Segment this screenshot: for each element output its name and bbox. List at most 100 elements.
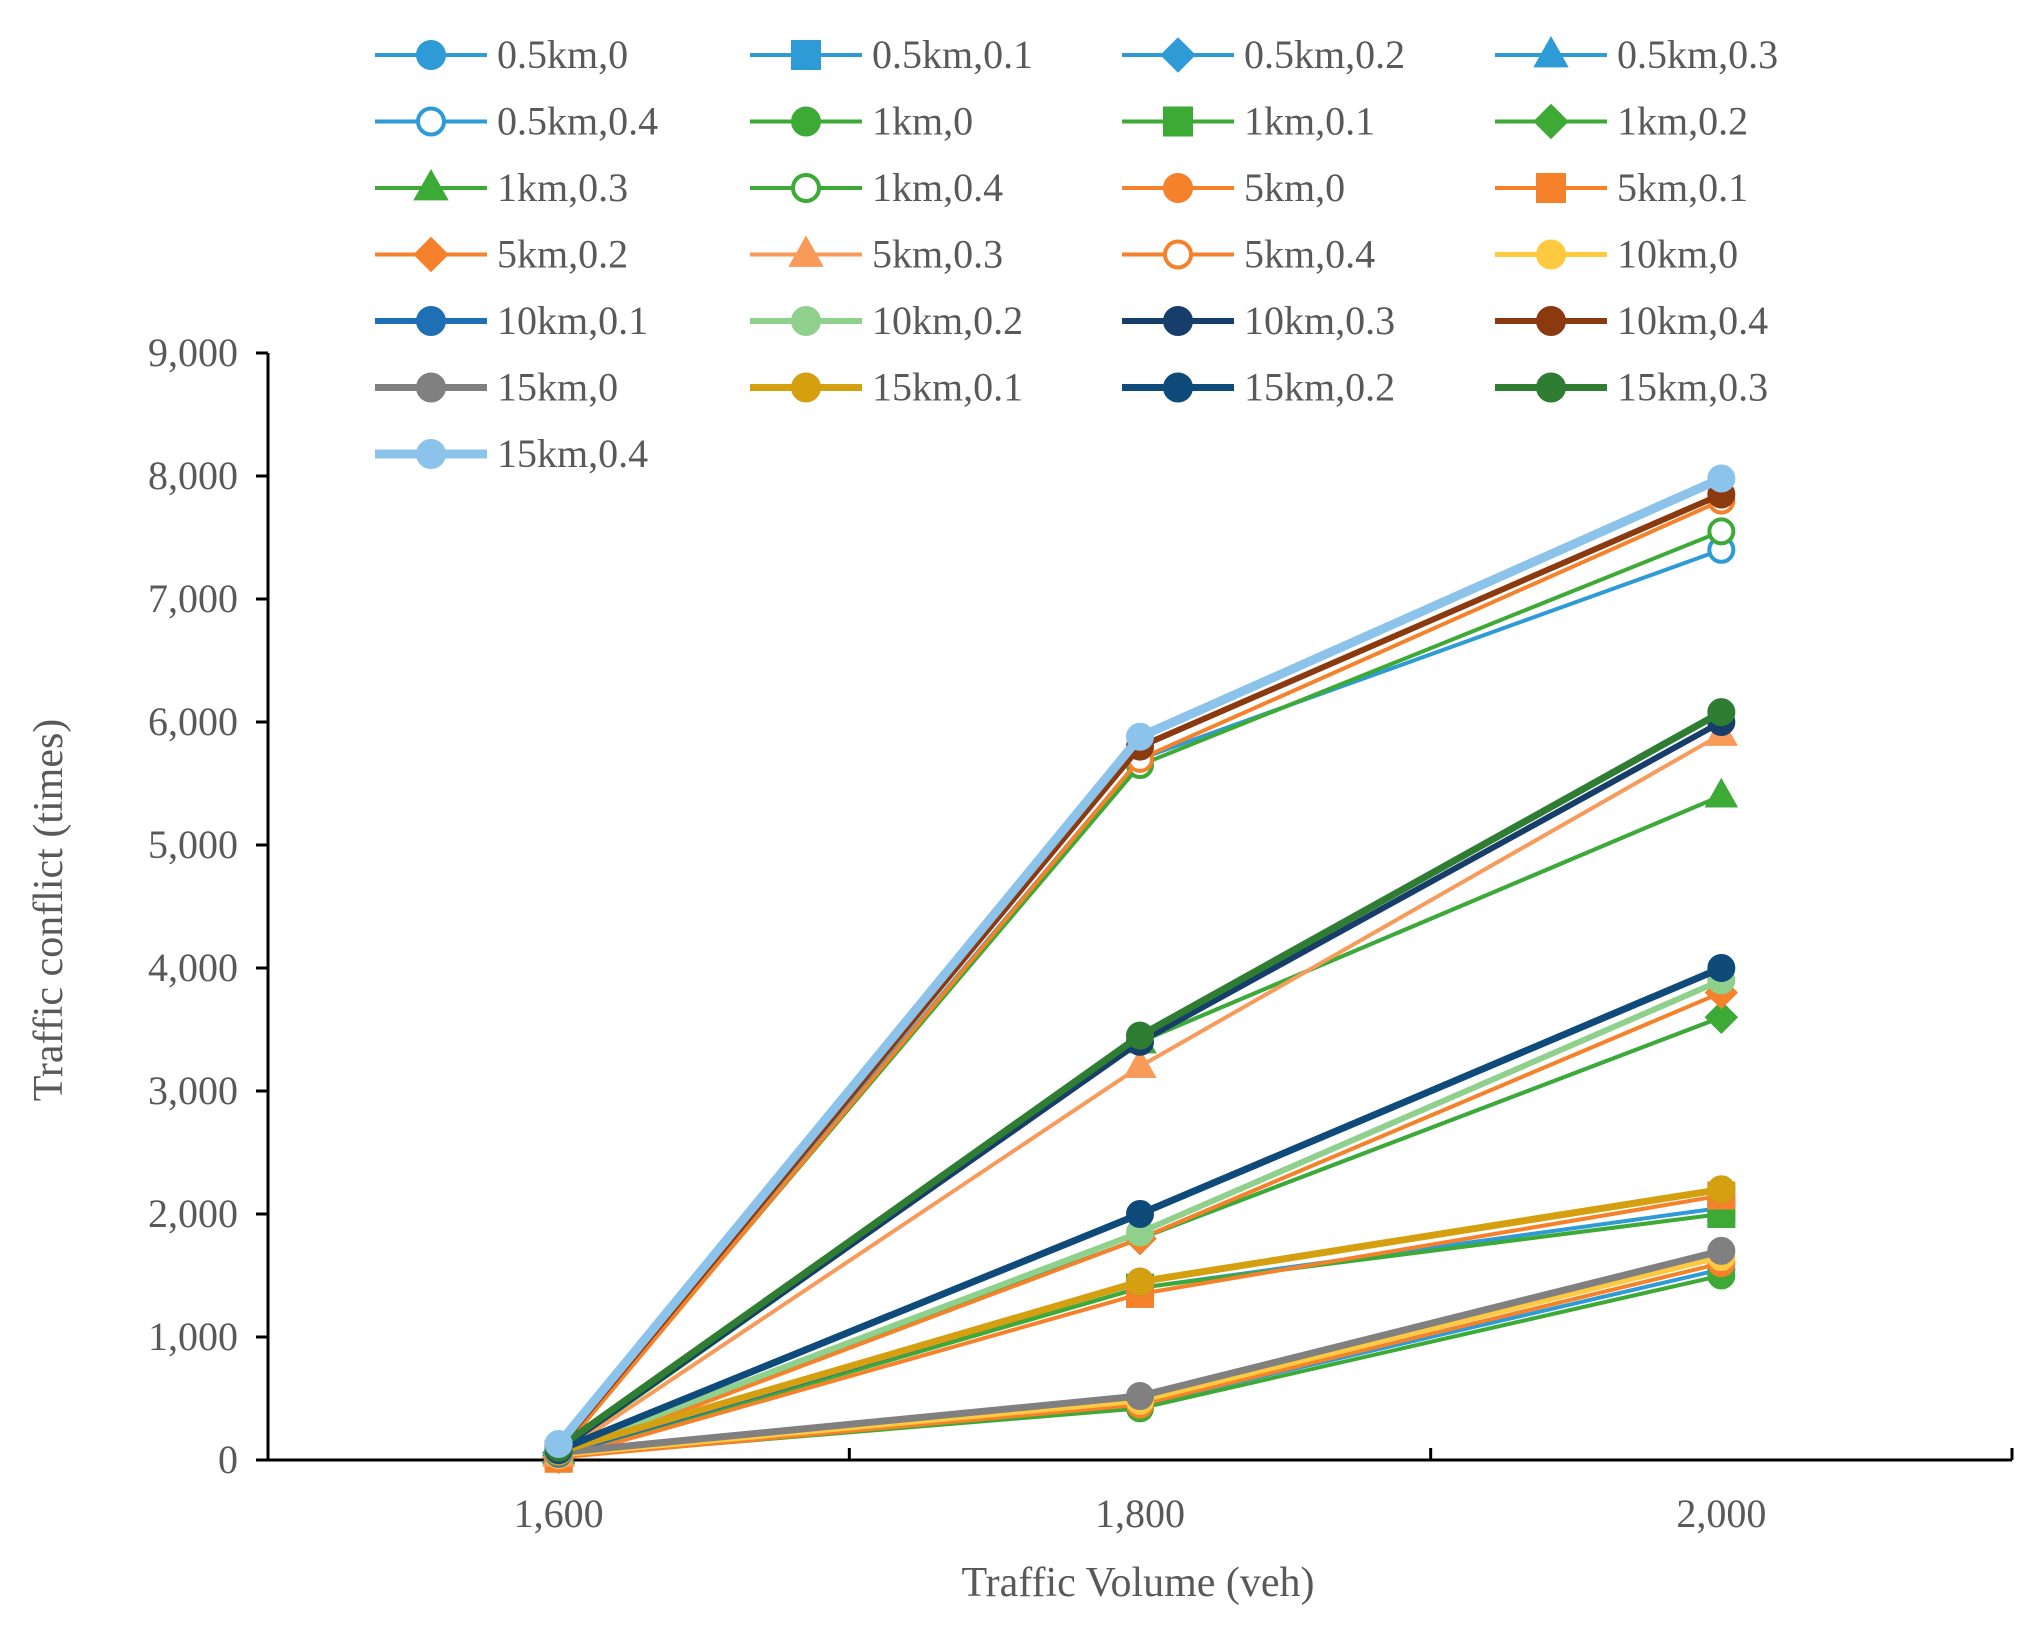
x-axis-title: Traffic Volume (veh) xyxy=(961,1560,1314,1606)
series-0-5km-0-4 xyxy=(544,535,1736,1465)
legend-marker xyxy=(1533,103,1569,140)
legend-item: 1km,0.3 xyxy=(375,165,628,210)
y-tick-label: 1,000 xyxy=(148,1314,238,1359)
series-10km-0-3 xyxy=(544,708,1736,1465)
legend-label: 1km,0.2 xyxy=(1617,99,1748,144)
y-tick-label: 6,000 xyxy=(148,699,238,744)
legend-label: 15km,0.2 xyxy=(1244,365,1395,410)
data-point xyxy=(1704,1000,1738,1034)
legend-item: 1km,0 xyxy=(750,99,973,144)
legend-marker xyxy=(1163,372,1193,403)
legend: 0.5km,0 0.5km,0.1 0.5km,0.2 0.5km,0.3 0.5km,… xyxy=(375,32,1778,476)
legend-item: 10km,0.2 xyxy=(750,298,1023,343)
series-1km-0-3 xyxy=(542,777,1738,1465)
legend-label: 15km,0 xyxy=(497,365,618,410)
data-point xyxy=(1123,1048,1157,1078)
legend-label: 15km,0.4 xyxy=(497,431,648,476)
legend-item: 15km,0.4 xyxy=(375,431,648,476)
legend-marker xyxy=(791,173,821,203)
legend-item: 15km,0.2 xyxy=(1122,365,1395,410)
series-0-5km-0-3 xyxy=(542,777,1738,1463)
legend-marker xyxy=(416,40,446,70)
x-tick-label: 1,800 xyxy=(1095,1491,1185,1536)
legend-marker xyxy=(791,106,821,137)
legend-label: 10km,0.3 xyxy=(1244,298,1395,343)
legend-marker xyxy=(1163,106,1193,137)
legend-item: 1km,0.2 xyxy=(1495,99,1748,144)
legend-marker xyxy=(791,306,821,336)
legend-marker xyxy=(413,236,449,273)
legend-marker xyxy=(416,106,446,137)
data-point xyxy=(1704,777,1738,808)
legend-item: 10km,0 xyxy=(1495,232,1738,277)
y-tick-label: 5,000 xyxy=(148,822,238,867)
legend-item: 0.5km,0.2 xyxy=(1122,32,1405,77)
legend-label: 5km,0 xyxy=(1244,165,1345,210)
x-tick-label: 2,000 xyxy=(1676,1491,1766,1536)
legend-marker xyxy=(416,306,446,336)
legend-marker xyxy=(791,40,821,70)
legend-label: 1km,0 xyxy=(872,99,973,144)
series-line xyxy=(556,719,1723,1453)
legend-label: 0.5km,0.3 xyxy=(1617,32,1778,77)
legend-label: 0.5km,0.1 xyxy=(872,32,1033,77)
series-line xyxy=(557,732,1723,1457)
legend-item: 5km,0.1 xyxy=(1495,165,1748,210)
legend-item: 10km,0.4 xyxy=(1495,298,1768,343)
legend-label: 10km,0.1 xyxy=(497,298,648,343)
legend-label: 5km,0.1 xyxy=(1617,165,1748,210)
legend-label: 15km,0.3 xyxy=(1617,365,1768,410)
legend-item: 0.5km,0 xyxy=(375,32,628,77)
legend-item: 5km,0 xyxy=(1122,165,1345,210)
legend-label: 10km,0 xyxy=(1617,232,1738,277)
legend-label: 0.5km,0.4 xyxy=(497,99,658,144)
legend-label: 0.5km,0 xyxy=(497,32,628,77)
x-tick-label: 1,600 xyxy=(514,1491,604,1536)
legend-item: 1km,0.1 xyxy=(1122,99,1375,144)
legend-item: 0.5km,0.3 xyxy=(1495,32,1778,77)
legend-marker xyxy=(1536,306,1566,336)
data-point xyxy=(1707,954,1736,982)
legend-marker xyxy=(1163,306,1193,336)
legend-label: 10km,0.4 xyxy=(1617,298,1768,343)
legend-marker xyxy=(788,235,824,267)
legend-marker xyxy=(1536,239,1566,270)
legend-marker xyxy=(413,168,449,201)
y-tick-label: 0 xyxy=(218,1437,238,1482)
legend-marker xyxy=(416,372,446,403)
legend-item: 10km,0.3 xyxy=(1122,298,1395,343)
legend-item: 5km,0.4 xyxy=(1122,232,1375,277)
legend-marker xyxy=(1163,239,1193,270)
data-point xyxy=(1126,1200,1154,1228)
series-5km-0-3 xyxy=(542,716,1738,1467)
legend-marker xyxy=(791,372,821,403)
series-15km-0-4 xyxy=(544,464,1736,1459)
series-5km-0-4 xyxy=(544,486,1736,1468)
data-point xyxy=(1126,1021,1154,1050)
legend-marker xyxy=(1536,372,1566,403)
y-tick-label: 2,000 xyxy=(148,1191,238,1236)
legend-label: 1km,0.4 xyxy=(872,165,1003,210)
legend-item: 0.5km,0.1 xyxy=(750,32,1033,77)
legend-item: 15km,0.1 xyxy=(750,365,1023,410)
legend-marker xyxy=(1163,173,1193,203)
data-point xyxy=(1707,517,1736,546)
legend-marker xyxy=(1536,173,1566,203)
series-line xyxy=(557,793,1723,1454)
data-point xyxy=(1707,698,1736,727)
legend-label: 1km,0.1 xyxy=(1244,99,1375,144)
legend-label: 5km,0.3 xyxy=(872,232,1003,277)
legend-item: 15km,0.3 xyxy=(1495,365,1768,410)
data-point xyxy=(1126,1382,1154,1411)
y-tick-label: 4,000 xyxy=(148,945,238,990)
legend-item: 1km,0.4 xyxy=(750,165,1003,210)
y-tick-label: 7,000 xyxy=(148,576,238,621)
legend-item: 15km,0 xyxy=(375,365,618,410)
data-point xyxy=(1707,1236,1736,1265)
y-axis-title: Traffic conflict (times) xyxy=(26,719,72,1102)
data-point xyxy=(544,1430,573,1459)
legend-item: 5km,0.2 xyxy=(375,232,628,277)
axes: 0 1,000 2,000 3,000 4,000 5,000 6,000 7,000 8,00… xyxy=(148,330,2014,1536)
